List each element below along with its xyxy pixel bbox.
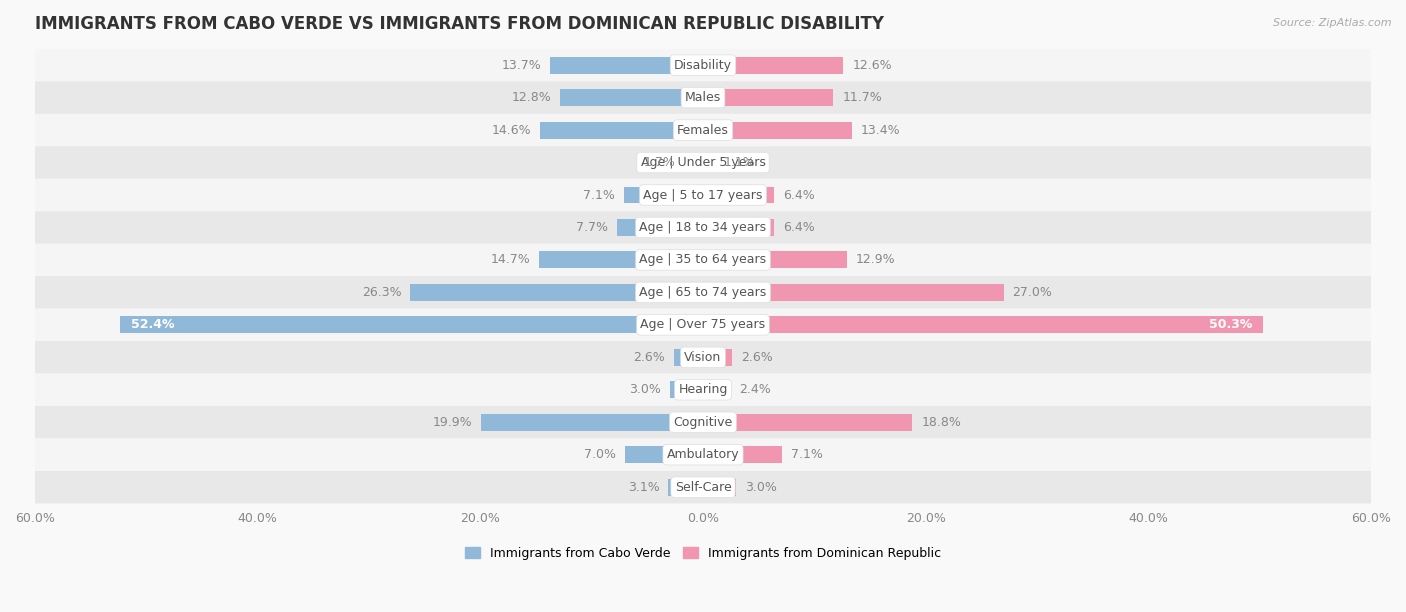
Text: 7.7%: 7.7% — [576, 221, 609, 234]
Text: 2.4%: 2.4% — [738, 383, 770, 397]
Bar — [703, 381, 730, 398]
Bar — [668, 479, 703, 496]
Text: Source: ZipAtlas.com: Source: ZipAtlas.com — [1274, 18, 1392, 28]
FancyBboxPatch shape — [35, 276, 1371, 308]
Text: 3.0%: 3.0% — [745, 480, 778, 494]
Text: 12.8%: 12.8% — [512, 91, 551, 104]
Text: Cognitive: Cognitive — [673, 416, 733, 429]
Bar — [703, 349, 733, 366]
Bar — [669, 381, 703, 398]
Text: Hearing: Hearing — [678, 383, 728, 397]
Bar — [703, 122, 852, 138]
Text: 12.9%: 12.9% — [855, 253, 896, 266]
Text: Vision: Vision — [685, 351, 721, 364]
Text: Disability: Disability — [673, 59, 733, 72]
Text: 1.7%: 1.7% — [644, 156, 675, 169]
Text: 13.4%: 13.4% — [860, 124, 901, 136]
FancyBboxPatch shape — [35, 308, 1371, 341]
Bar — [673, 349, 703, 366]
Text: 26.3%: 26.3% — [361, 286, 401, 299]
Text: 1.1%: 1.1% — [724, 156, 756, 169]
Text: 2.6%: 2.6% — [741, 351, 773, 364]
Bar — [540, 122, 703, 138]
Bar — [703, 187, 775, 203]
Bar — [703, 284, 1004, 301]
Text: 27.0%: 27.0% — [1012, 286, 1053, 299]
Text: 50.3%: 50.3% — [1209, 318, 1251, 331]
Text: Age | Over 75 years: Age | Over 75 years — [641, 318, 765, 331]
Text: Ambulatory: Ambulatory — [666, 448, 740, 461]
Text: 7.0%: 7.0% — [583, 448, 616, 461]
Text: 6.4%: 6.4% — [783, 221, 815, 234]
Bar — [481, 414, 703, 431]
Text: Females: Females — [678, 124, 728, 136]
Text: 13.7%: 13.7% — [502, 59, 541, 72]
FancyBboxPatch shape — [35, 146, 1371, 179]
FancyBboxPatch shape — [35, 439, 1371, 471]
Text: 14.7%: 14.7% — [491, 253, 530, 266]
Bar — [617, 219, 703, 236]
Text: Age | Under 5 years: Age | Under 5 years — [641, 156, 765, 169]
Bar — [703, 414, 912, 431]
FancyBboxPatch shape — [35, 471, 1371, 504]
FancyBboxPatch shape — [35, 49, 1371, 81]
Bar — [411, 284, 703, 301]
FancyBboxPatch shape — [35, 179, 1371, 211]
FancyBboxPatch shape — [35, 406, 1371, 439]
Bar — [685, 154, 703, 171]
Bar — [703, 316, 1263, 334]
Bar — [703, 446, 782, 463]
Legend: Immigrants from Cabo Verde, Immigrants from Dominican Republic: Immigrants from Cabo Verde, Immigrants f… — [460, 542, 946, 565]
Text: Age | 18 to 34 years: Age | 18 to 34 years — [640, 221, 766, 234]
Bar — [561, 89, 703, 106]
Bar — [703, 479, 737, 496]
Text: 3.0%: 3.0% — [628, 383, 661, 397]
Text: Age | 5 to 17 years: Age | 5 to 17 years — [644, 188, 762, 201]
Text: 52.4%: 52.4% — [131, 318, 174, 331]
Bar — [703, 154, 716, 171]
Text: IMMIGRANTS FROM CABO VERDE VS IMMIGRANTS FROM DOMINICAN REPUBLIC DISABILITY: IMMIGRANTS FROM CABO VERDE VS IMMIGRANTS… — [35, 15, 884, 33]
Text: 7.1%: 7.1% — [792, 448, 823, 461]
Text: Age | 35 to 64 years: Age | 35 to 64 years — [640, 253, 766, 266]
FancyBboxPatch shape — [35, 114, 1371, 146]
FancyBboxPatch shape — [35, 341, 1371, 373]
Bar — [703, 219, 775, 236]
Text: 11.7%: 11.7% — [842, 91, 882, 104]
Text: 18.8%: 18.8% — [921, 416, 962, 429]
FancyBboxPatch shape — [35, 244, 1371, 276]
Bar — [624, 187, 703, 203]
Text: Self-Care: Self-Care — [675, 480, 731, 494]
FancyBboxPatch shape — [35, 211, 1371, 244]
Text: 3.1%: 3.1% — [628, 480, 659, 494]
FancyBboxPatch shape — [35, 373, 1371, 406]
Text: 7.1%: 7.1% — [583, 188, 614, 201]
Bar — [703, 252, 846, 269]
Text: 12.6%: 12.6% — [852, 59, 891, 72]
Bar — [626, 446, 703, 463]
Text: Age | 65 to 74 years: Age | 65 to 74 years — [640, 286, 766, 299]
Text: 14.6%: 14.6% — [492, 124, 531, 136]
Bar — [703, 89, 834, 106]
Bar — [540, 252, 703, 269]
Bar — [703, 57, 844, 73]
Text: 19.9%: 19.9% — [433, 416, 472, 429]
Bar — [120, 316, 703, 334]
Bar — [551, 57, 703, 73]
Text: 6.4%: 6.4% — [783, 188, 815, 201]
FancyBboxPatch shape — [35, 81, 1371, 114]
Text: 2.6%: 2.6% — [633, 351, 665, 364]
Text: Males: Males — [685, 91, 721, 104]
